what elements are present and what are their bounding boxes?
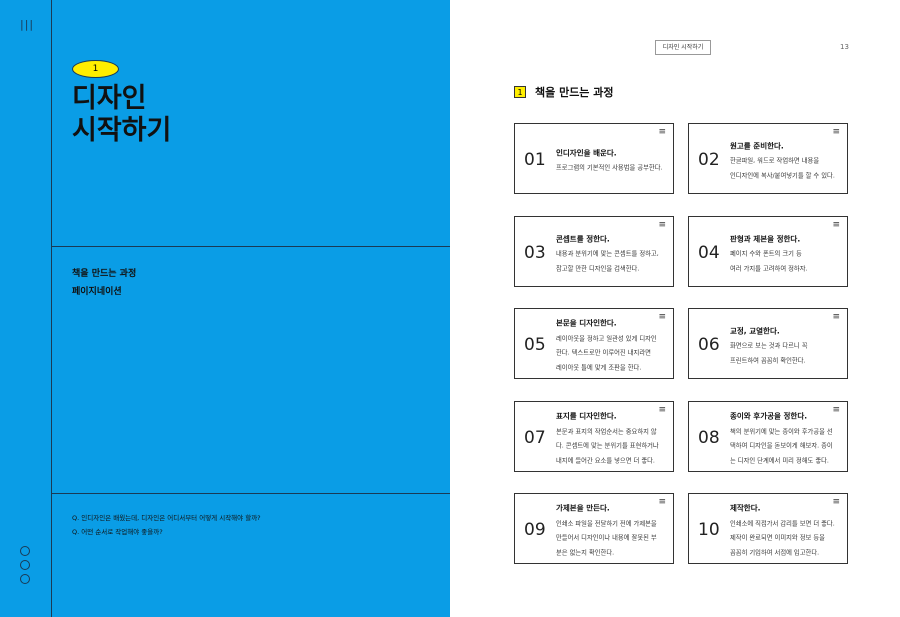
- card-title: 판형과 제본을 정한다.: [730, 234, 801, 243]
- card-title: 본문을 디자인한다.: [556, 318, 617, 328]
- card-line: 인디자인에 복사/붙여넣기를 할 수 있다.: [730, 172, 835, 179]
- card-line: 인쇄소에 직접가서 감리를 보면 더 좋다.: [730, 520, 835, 528]
- card-line: 제작이 완료되면 이미지와 정보 등을: [730, 534, 825, 542]
- divider: [51, 493, 450, 494]
- question: Q. 어떤 순서로 작업해야 좋을까?: [72, 528, 163, 536]
- section-title: 책을 만드는 과정: [535, 86, 614, 99]
- card-menu-icon: ≡: [658, 127, 666, 137]
- card-number: 08: [698, 428, 720, 448]
- card-line: 페이지 수와 폰트의 크기 등: [730, 250, 802, 258]
- left-page: [0, 0, 450, 617]
- card-title: 가제본을 만든다.: [556, 503, 610, 513]
- card-line: 책의 분위기에 맞는 종이와 후가공을 선: [730, 428, 833, 436]
- card-menu-icon: ≡: [832, 312, 840, 322]
- card-title: 종이와 후가공을 정한다.: [730, 411, 808, 421]
- process-card: ≡ 03 콘셉트를 정한다. 내용과 분위기에 맞는 콘셉트를 정하고, 참고할 만한 …: [514, 216, 674, 287]
- questions: Q. 인디자인은 배웠는데, 디자인은 어디서부터 어떻게 시작해야 할까? Q…: [72, 511, 261, 539]
- card-menu-icon: ≡: [658, 497, 666, 507]
- page-number: 13: [840, 43, 849, 51]
- process-card: ≡ 01 인디자인을 배운다. 프로그램의 기본적인 사용법을 공부한다.: [514, 123, 674, 194]
- card-line: 는 디자인 단계에서 미리 정해도 좋다.: [730, 457, 829, 465]
- card-number: 10: [698, 520, 720, 540]
- divider: [51, 246, 450, 247]
- card-line: 한글파일, 워드로 작업하면 내용을: [730, 157, 820, 165]
- divider: [51, 0, 52, 617]
- card-line: 프린트하여 꼼꼼히 확인한다.: [730, 357, 806, 364]
- dot: [20, 560, 30, 570]
- card-menu-icon: ≡: [658, 405, 666, 415]
- header-label: 디자인 시작하기: [655, 40, 711, 55]
- card-line: 프로그램의 기본적인 사용법을 공부한다.: [556, 164, 663, 172]
- card-number: 02: [698, 150, 720, 170]
- card-menu-icon: ≡: [832, 220, 840, 230]
- card-line: 인쇄소 파일을 전달하기 전에 가제본을: [556, 520, 657, 528]
- card-menu-icon: ≡: [832, 497, 840, 507]
- card-title: 제작한다.: [730, 503, 761, 513]
- dot: [20, 574, 30, 584]
- card-line: 택하여 디자인을 돋보이게 해보자. 종이: [730, 442, 833, 450]
- title-line: 시작하기: [72, 115, 172, 146]
- card-number: 06: [698, 335, 720, 355]
- card-number: 04: [698, 243, 720, 263]
- card-line: 레이아웃 틀에 맞게 조판을 한다.: [556, 364, 642, 372]
- card-line: 내지에 들어간 요소를 넣으면 더 좋다.: [556, 457, 655, 465]
- card-line: 참고할 만한 디자인을 검색한다.: [556, 265, 640, 272]
- card-menu-icon: ≡: [832, 405, 840, 415]
- title-line: 디자인: [72, 83, 147, 114]
- card-menu-icon: ≡: [658, 312, 666, 322]
- card-title: 인디자인을 배운다.: [556, 148, 617, 158]
- card-line: 만들어서 디자인이나 내용에 잘못된 부: [556, 534, 657, 542]
- card-line: 내용과 분위기에 맞는 콘셉트를 정하고,: [556, 250, 659, 258]
- toc: 책을 만드는 과정 페이지네이션: [72, 265, 136, 301]
- section-number: 1: [514, 86, 526, 98]
- card-number: 09: [524, 520, 546, 540]
- card-title: 원고를 준비한다.: [730, 141, 784, 150]
- card-line: 화면으로 보는 것과 다르니 꼭: [730, 342, 808, 350]
- chapter-title: 디자인 시작하기: [72, 83, 171, 147]
- card-line: 레이아웃을 정하고 일관성 있게 디자인: [556, 335, 657, 343]
- card-number: 03: [524, 243, 546, 263]
- question: Q. 인디자인은 배웠는데, 디자인은 어디서부터 어떻게 시작해야 할까?: [72, 514, 261, 522]
- process-card: ≡ 10 제작한다. 인쇄소에 직접가서 감리를 보면 더 좋다. 제작이 완료되면 이…: [688, 493, 848, 564]
- card-line: 꼼꼼히 기입하여 서점에 입고한다.: [730, 549, 820, 557]
- card-line: 한다. 텍스트로만 이루어진 내지라면: [556, 349, 651, 357]
- card-line: 분은 없는지 확인한다.: [556, 549, 615, 557]
- card-menu-icon: ≡: [832, 127, 840, 137]
- toc-item: 책을 만드는 과정: [72, 269, 137, 279]
- toc-item: 페이지네이션: [72, 287, 122, 297]
- card-number: 01: [524, 150, 546, 170]
- card-line: 본문과 표지의 작업순서는 중요하지 않: [556, 428, 657, 436]
- card-line: 다. 콘셉트에 맞는 분위기를 표현하거나: [556, 442, 659, 450]
- card-title: 교정, 교열한다.: [730, 326, 780, 335]
- dot: [20, 546, 30, 556]
- chapter-badge: 1: [72, 60, 119, 78]
- card-number: 05: [524, 335, 546, 355]
- card-menu-icon: ≡: [658, 220, 666, 230]
- card-title: 표지를 디자인한다.: [556, 411, 617, 421]
- card-title: 콘셉트를 정한다.: [556, 234, 610, 243]
- card-line: 여러 가지를 고려하여 정하자.: [730, 265, 808, 272]
- menu-icon: |||: [20, 18, 35, 31]
- card-number: 07: [524, 428, 546, 448]
